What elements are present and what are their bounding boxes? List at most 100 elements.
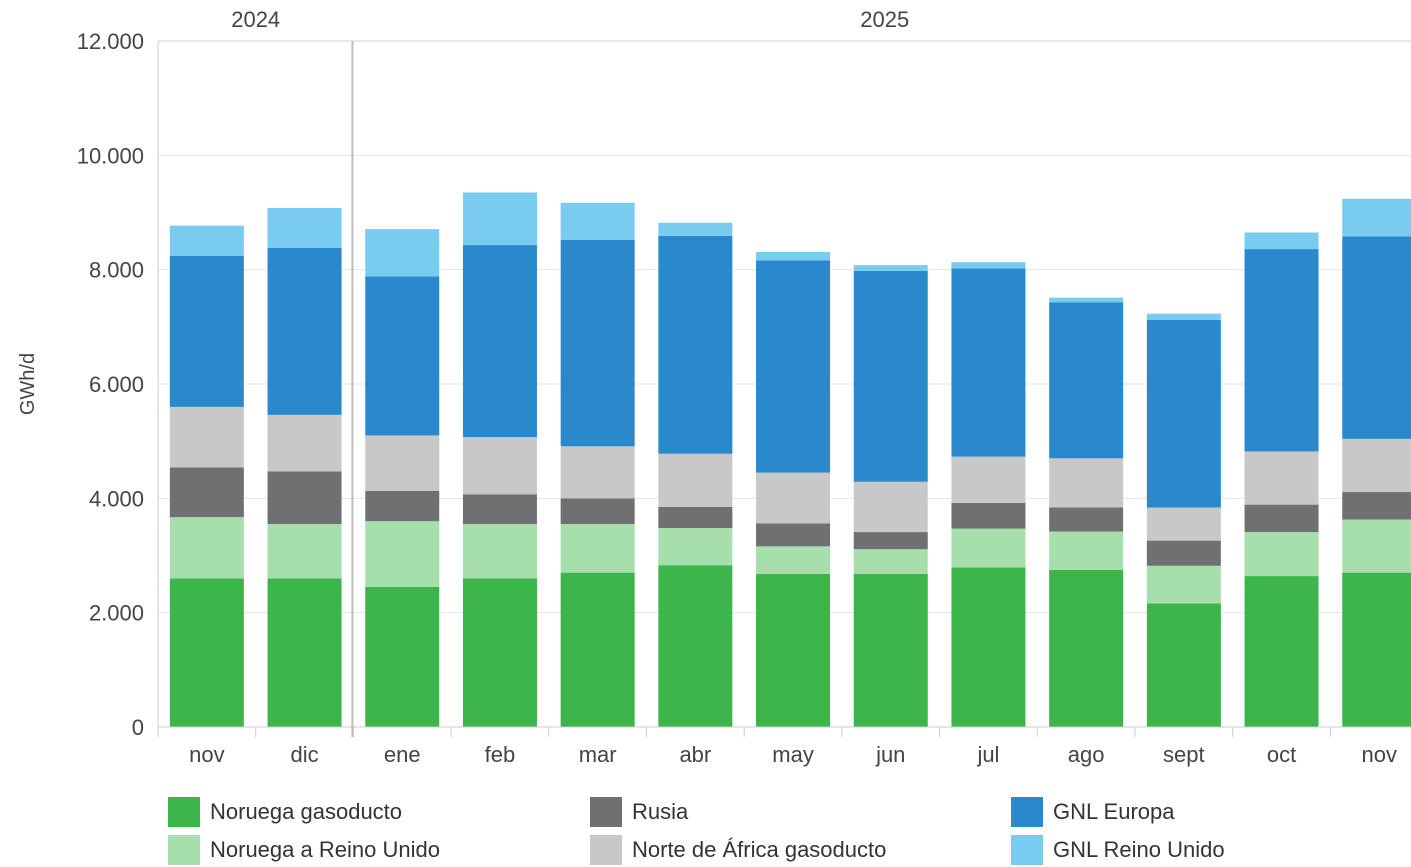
legend-swatch: [590, 797, 622, 827]
bar-segment: [267, 247, 342, 415]
bar-segment: [951, 268, 1026, 457]
bar-segment: [658, 528, 733, 566]
bar-segment: [462, 524, 537, 579]
bar-segment: [560, 239, 635, 447]
bar-segment: [462, 578, 537, 727]
bar-segment: [1342, 572, 1411, 727]
legend-item-norte-africa: Norte de África gasoducto: [590, 833, 886, 867]
bar-segment: [1049, 531, 1124, 570]
y-tick-label: 2.000: [89, 601, 144, 626]
x-tick-label: feb: [485, 742, 516, 767]
bar-segment: [462, 192, 537, 246]
bar-segment: [951, 262, 1026, 269]
axes: [157, 40, 1411, 737]
bar-segment: [169, 255, 244, 407]
bar-segment: [169, 467, 244, 518]
bar-segment: [462, 494, 537, 525]
bar-segment: [365, 490, 440, 522]
bar-segment: [267, 578, 342, 727]
year-label: 2025: [860, 7, 909, 32]
bar-segment: [756, 523, 831, 547]
bar-segment: [1244, 532, 1319, 577]
bar-segment: [365, 521, 440, 587]
legend-label: Norte de África gasoducto: [632, 837, 887, 862]
bar-segment: [1342, 519, 1411, 573]
bar-segment: [1146, 313, 1221, 320]
legend-swatch: [590, 835, 622, 865]
bar-segment: [169, 517, 244, 579]
legend: Noruega gasoducto Noruega a Reino Unido …: [168, 795, 1411, 867]
bar-segment: [267, 414, 342, 472]
legend-item-noruega-reino-unido: Noruega a Reino Unido: [168, 833, 440, 867]
bar-segment: [951, 456, 1026, 503]
bar-segment: [1049, 458, 1124, 508]
legend-item-rusia: Rusia: [590, 795, 688, 829]
legend-item-gnl-europa: GNL Europa: [1011, 795, 1174, 829]
x-tick-label: nov: [1362, 742, 1397, 767]
legend-swatch: [1011, 797, 1043, 827]
bar-segment: [1342, 438, 1411, 493]
bar-segment: [1146, 319, 1221, 508]
bar-segment: [365, 586, 440, 727]
legend-label: GNL Europa: [1053, 799, 1175, 824]
bar-segment: [1049, 507, 1124, 532]
bar-segment: [267, 524, 342, 579]
bar-segment: [951, 567, 1026, 727]
y-tick-label: 12.000: [77, 29, 144, 54]
legend-label: Noruega gasoducto: [210, 799, 403, 824]
x-tick-label: sept: [1163, 742, 1205, 767]
bar-segment: [365, 435, 440, 491]
legend-label: GNL Reino Unido: [1053, 837, 1225, 862]
bar-segment: [462, 437, 537, 495]
bar-segment: [365, 276, 440, 436]
bar-segment: [951, 528, 1026, 568]
y-tick-label: 6.000: [89, 372, 144, 397]
x-tick-label: jun: [875, 742, 905, 767]
bar-segment: [1342, 236, 1411, 439]
x-tick-label: ago: [1068, 742, 1105, 767]
bar-segment: [1049, 302, 1124, 459]
bar-segment: [756, 546, 831, 574]
bar-segment: [1244, 504, 1319, 533]
bar-segment: [1244, 232, 1319, 250]
bar-segment: [560, 524, 635, 573]
x-tick-label: nov: [189, 742, 224, 767]
x-tick-label: abr: [679, 742, 711, 767]
bar-segment: [1244, 576, 1319, 727]
bar-segment: [756, 472, 831, 524]
x-tick-label: ene: [384, 742, 421, 767]
bar-segment: [1342, 198, 1411, 237]
bar-segment: [1244, 249, 1319, 452]
x-tick-label: oct: [1267, 742, 1296, 767]
bar-segment: [1244, 451, 1319, 505]
bar-segment: [560, 498, 635, 525]
bar-segment: [853, 549, 928, 574]
bar-segment: [560, 202, 635, 240]
legend-label: Noruega a Reino Unido: [210, 837, 440, 862]
legend-swatch: [168, 835, 200, 865]
bar-segment: [853, 481, 928, 533]
bar-segment: [951, 502, 1026, 529]
year-label: 2024: [231, 7, 280, 32]
bar-segment: [756, 260, 831, 473]
bar-segment: [267, 471, 342, 525]
bar-segment: [658, 453, 733, 507]
y-tick-label: 0: [132, 715, 144, 740]
axis-labels: 0 2.000 4.000 6.000 8.000 10.000 12.000 GWh/d no…: [17, 7, 1397, 767]
x-tick-label: may: [772, 742, 814, 767]
legend-swatch: [1011, 835, 1043, 865]
y-tick-label: 10.000: [77, 143, 144, 168]
legend-item-gnl-reino-unido: GNL Reino Unido: [1011, 833, 1225, 867]
bar-segment: [1342, 492, 1411, 520]
bar-segment: [169, 225, 244, 256]
bar-segment: [169, 406, 244, 468]
bar-segment: [560, 446, 635, 499]
bar-segment: [853, 573, 928, 727]
bar-segment: [658, 222, 733, 236]
y-axis-title: GWh/d: [17, 353, 39, 415]
bar-segment: [853, 265, 928, 271]
bar-segment: [1146, 565, 1221, 604]
bar-segment: [1146, 603, 1221, 727]
bar-segment: [169, 578, 244, 727]
bar-segment: [756, 573, 831, 727]
